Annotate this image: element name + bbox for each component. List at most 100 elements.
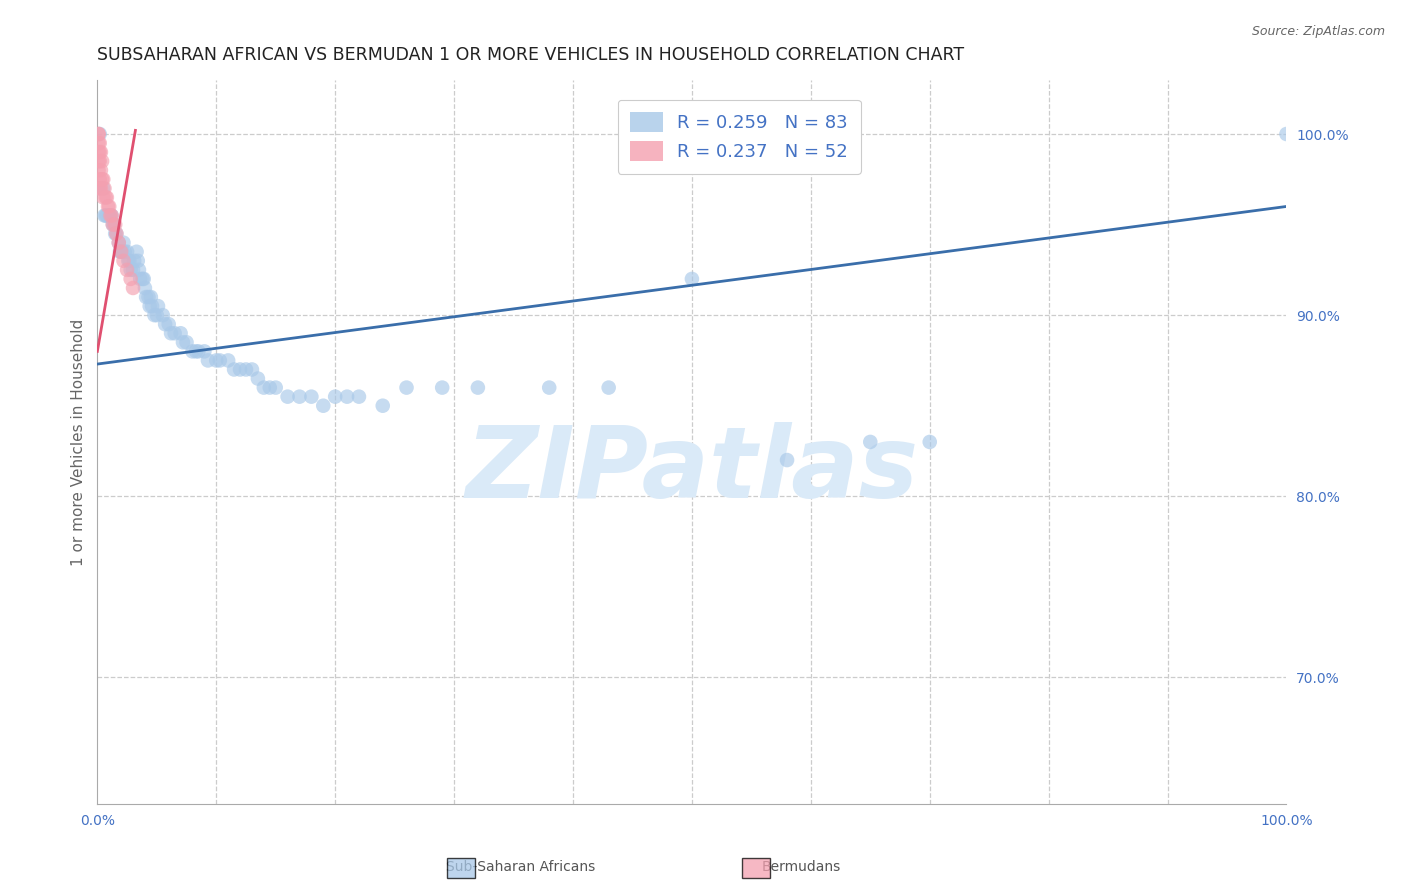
Point — [100, 209, 122, 223]
Point — [205, 353, 228, 368]
Point — [229, 362, 252, 376]
Point — [98, 199, 121, 213]
Point — [117, 253, 139, 268]
Point — [135, 290, 157, 304]
Point — [110, 244, 132, 259]
Point — [224, 362, 246, 376]
Point — [138, 299, 160, 313]
Point — [181, 344, 204, 359]
Point — [160, 326, 183, 341]
Point — [87, 154, 110, 169]
Text: Sub-Saharan Africans: Sub-Saharan Africans — [446, 860, 595, 874]
Point — [128, 263, 150, 277]
Point — [146, 299, 169, 313]
Point — [89, 136, 111, 150]
Point — [101, 218, 124, 232]
Point — [122, 281, 145, 295]
Point — [859, 434, 882, 449]
Point — [100, 209, 122, 223]
Point — [323, 390, 346, 404]
Point — [187, 344, 209, 359]
Point — [312, 399, 335, 413]
Point — [101, 218, 124, 232]
Point — [538, 381, 561, 395]
Point — [100, 209, 122, 223]
Point — [598, 381, 620, 395]
Point — [246, 371, 269, 385]
Point — [87, 127, 110, 141]
Point — [132, 272, 155, 286]
Point — [125, 244, 148, 259]
Point — [91, 181, 114, 195]
Point — [105, 227, 128, 241]
Point — [127, 253, 149, 268]
Text: Bermudans: Bermudans — [762, 860, 841, 874]
Point — [104, 227, 127, 241]
Point — [336, 390, 359, 404]
Point — [129, 272, 152, 286]
Point — [90, 163, 112, 178]
Point — [87, 145, 110, 160]
Point — [91, 172, 114, 186]
Point — [253, 381, 276, 395]
Point — [89, 127, 111, 141]
Point — [122, 253, 145, 268]
Point — [87, 136, 110, 150]
Point — [89, 154, 111, 169]
Legend: R = 0.259   N = 83, R = 0.237   N = 52: R = 0.259 N = 83, R = 0.237 N = 52 — [617, 100, 860, 174]
Point — [105, 227, 128, 241]
Point — [371, 399, 394, 413]
Point — [107, 235, 129, 250]
Point — [97, 199, 120, 213]
Point — [264, 381, 287, 395]
Point — [96, 209, 118, 223]
Point — [91, 190, 114, 204]
Point — [235, 362, 257, 376]
Point — [163, 326, 186, 341]
Point — [104, 218, 127, 232]
Point — [197, 353, 219, 368]
Point — [208, 353, 231, 368]
Point — [1275, 127, 1298, 141]
Point — [240, 362, 263, 376]
Point — [395, 381, 418, 395]
Point — [98, 209, 121, 223]
Point — [918, 434, 941, 449]
Point — [91, 154, 114, 169]
Point — [157, 317, 180, 331]
Point — [139, 290, 162, 304]
Text: ZIPatlas: ZIPatlas — [465, 423, 918, 519]
Point — [87, 127, 110, 141]
Point — [681, 272, 703, 286]
Point — [94, 190, 117, 204]
Point — [89, 172, 111, 186]
Point — [114, 244, 136, 259]
Point — [93, 181, 115, 195]
Point — [89, 145, 111, 160]
Point — [115, 263, 138, 277]
Point — [110, 244, 132, 259]
Point — [288, 390, 311, 404]
Point — [87, 181, 110, 195]
Point — [176, 335, 198, 350]
Point — [184, 344, 207, 359]
Point — [467, 381, 489, 395]
Point — [91, 172, 114, 186]
Point — [93, 209, 115, 223]
Point — [120, 272, 142, 286]
Point — [172, 335, 194, 350]
Point — [141, 299, 163, 313]
Point — [277, 390, 299, 404]
Point — [103, 218, 125, 232]
Point — [776, 453, 799, 467]
Text: Source: ZipAtlas.com: Source: ZipAtlas.com — [1251, 25, 1385, 38]
Point — [259, 381, 281, 395]
Point — [108, 244, 131, 259]
Point — [193, 344, 215, 359]
Point — [131, 272, 153, 286]
Point — [120, 263, 142, 277]
Y-axis label: 1 or more Vehicles in Household: 1 or more Vehicles in Household — [72, 318, 86, 566]
Point — [122, 263, 145, 277]
Point — [87, 163, 110, 178]
Point — [347, 390, 370, 404]
